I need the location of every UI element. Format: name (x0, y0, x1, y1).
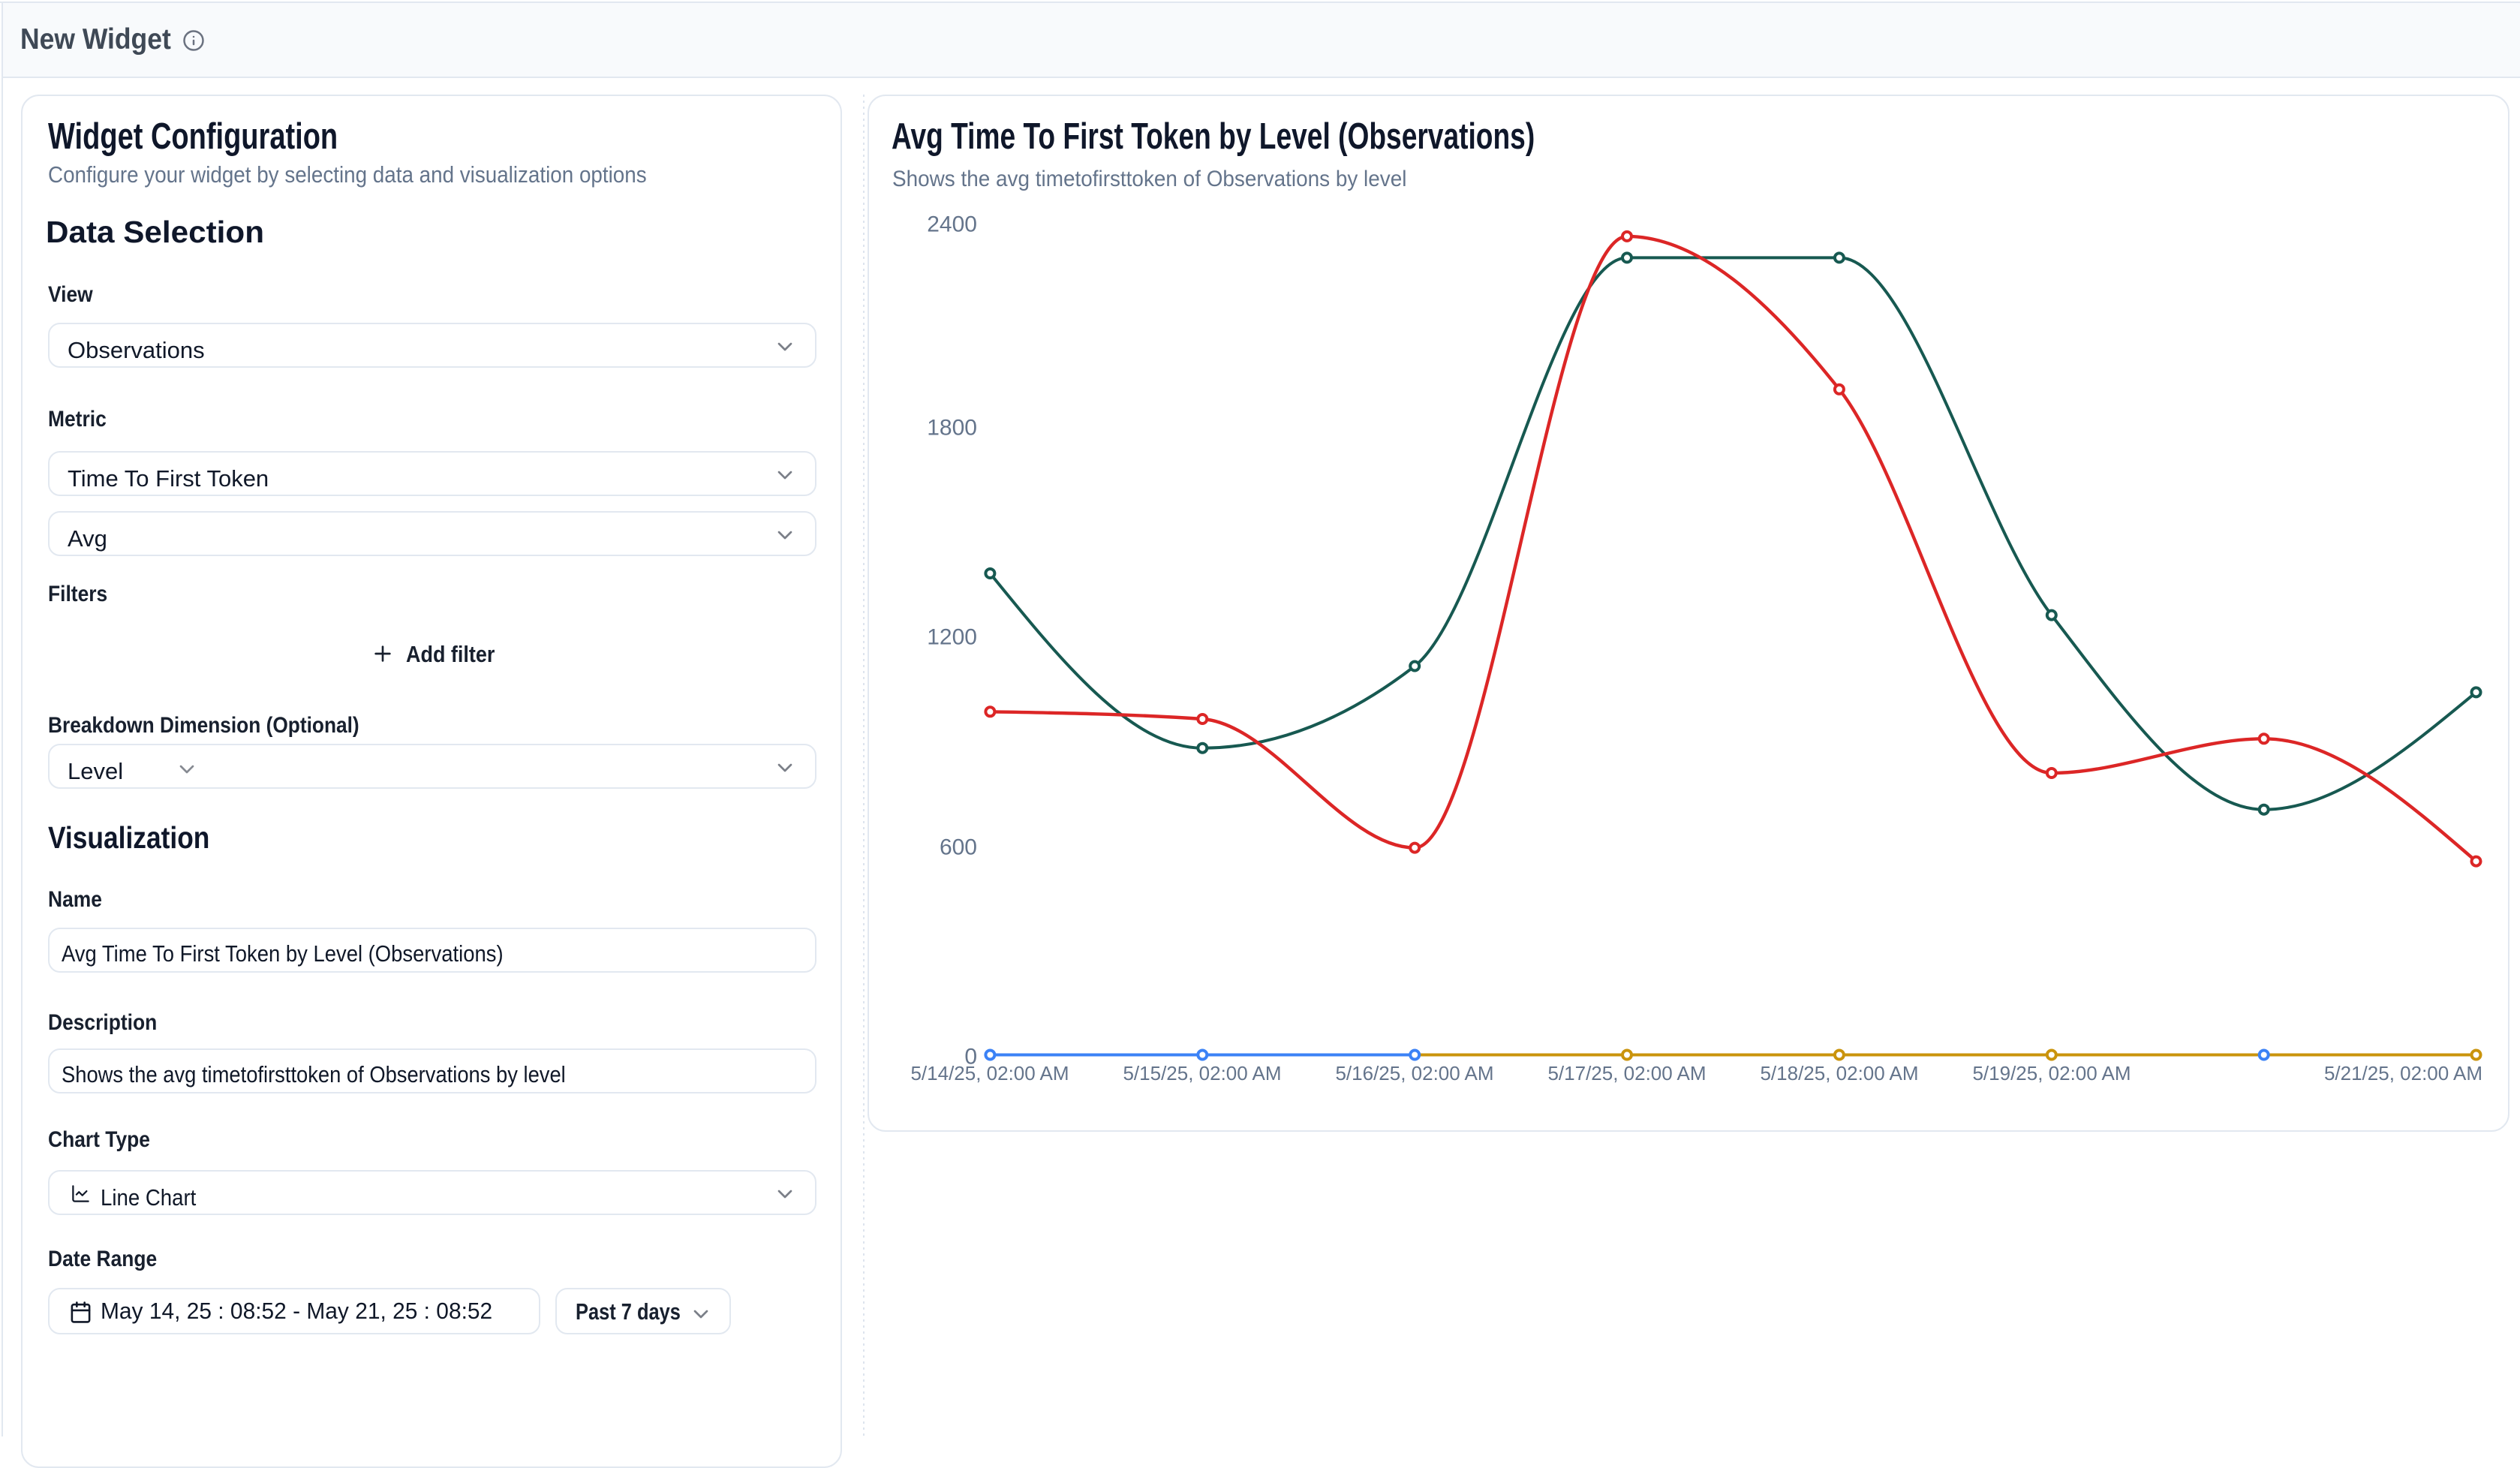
svg-text:5/19/25, 02:00 AM: 5/19/25, 02:00 AM (1972, 1062, 2131, 1084)
svg-text:5/17/25, 02:00 AM: 5/17/25, 02:00 AM (1547, 1062, 1706, 1084)
svg-text:5/16/25, 02:00 AM: 5/16/25, 02:00 AM (1335, 1062, 1493, 1084)
svg-text:5/21/25, 02:00 AM: 5/21/25, 02:00 AM (2324, 1062, 2482, 1084)
svg-text:5/18/25, 02:00 AM: 5/18/25, 02:00 AM (1760, 1062, 1918, 1084)
svg-text:1200: 1200 (927, 625, 977, 650)
svg-text:0: 0 (964, 1045, 977, 1069)
svg-text:5/14/25, 02:00 AM: 5/14/25, 02:00 AM (910, 1062, 1069, 1084)
svg-text:1800: 1800 (927, 416, 977, 441)
svg-text:2400: 2400 (927, 212, 977, 237)
svg-text:600: 600 (940, 835, 977, 860)
svg-text:5/15/25, 02:00 AM: 5/15/25, 02:00 AM (1123, 1062, 1281, 1084)
